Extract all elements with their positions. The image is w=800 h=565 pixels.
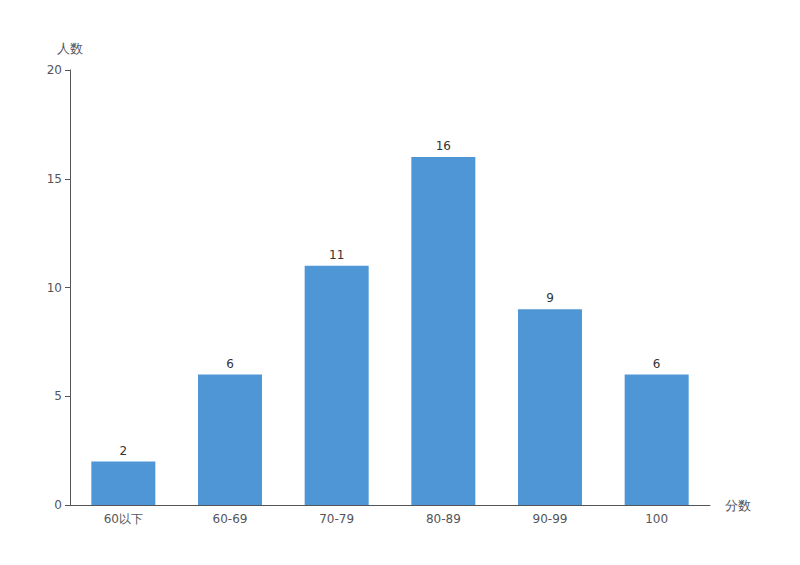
svg-text:2: 2: [120, 444, 128, 458]
svg-text:10: 10: [47, 281, 62, 295]
svg-text:70-79: 70-79: [319, 512, 354, 526]
svg-text:5: 5: [54, 389, 62, 403]
svg-text:60以下: 60以下: [104, 512, 143, 526]
svg-text:15: 15: [47, 172, 62, 186]
svg-text:20: 20: [47, 63, 62, 77]
svg-text:11: 11: [329, 248, 344, 262]
svg-text:人数: 人数: [57, 41, 83, 56]
svg-text:6: 6: [226, 357, 234, 371]
svg-text:80-89: 80-89: [426, 512, 461, 526]
svg-text:100: 100: [645, 512, 668, 526]
svg-text:16: 16: [436, 139, 451, 153]
svg-text:60-69: 60-69: [213, 512, 248, 526]
svg-text:0: 0: [54, 498, 62, 512]
svg-text:分数: 分数: [725, 498, 751, 513]
svg-text:9: 9: [546, 291, 554, 305]
svg-text:90-99: 90-99: [533, 512, 568, 526]
svg-text:6: 6: [653, 357, 661, 371]
